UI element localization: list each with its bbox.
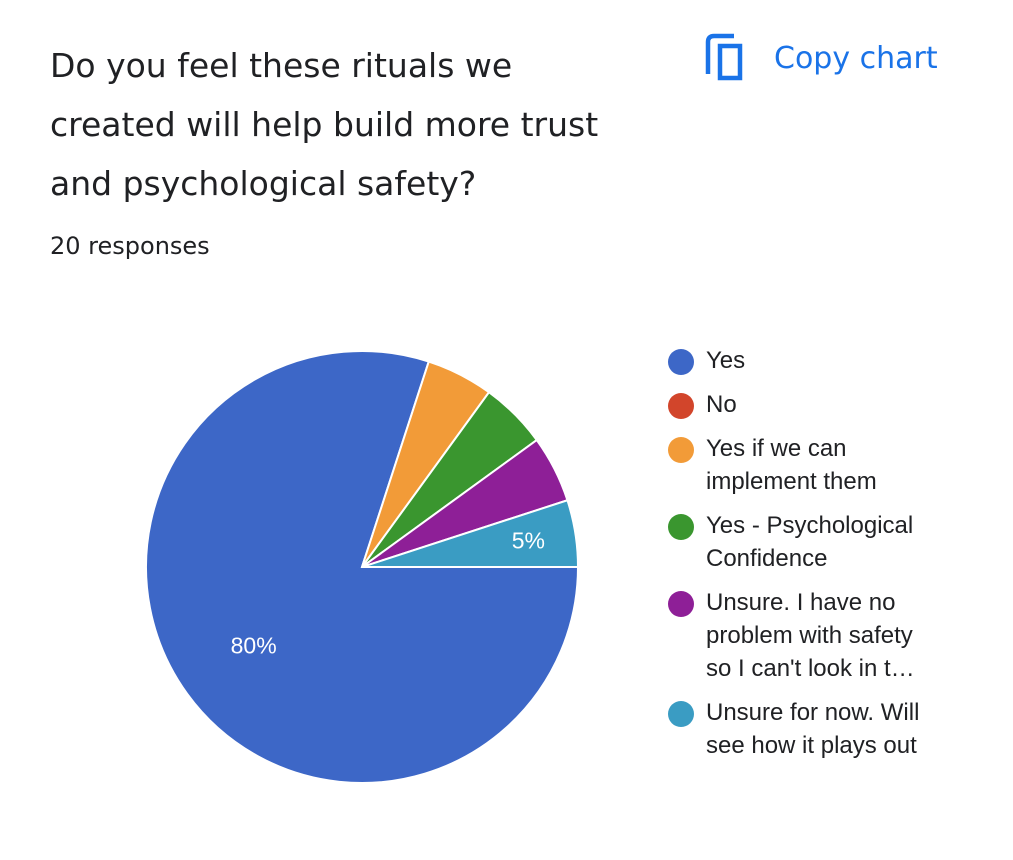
legend-swatch-icon <box>668 701 694 727</box>
legend-label-line: Confidence <box>706 545 828 572</box>
legend-label-line: see how it plays out <box>706 732 917 759</box>
legend-item-1[interactable]: Yes <box>668 344 998 377</box>
legend-swatch-icon <box>668 591 694 617</box>
legend-label: Yes - Psychological Confidence <box>706 509 913 575</box>
legend-label-line: Unsure for now. Will <box>706 699 920 726</box>
legend-item-2[interactable]: No <box>668 388 998 421</box>
question-title: Do you feel these rituals we created wil… <box>50 36 650 213</box>
response-count: 20 responses <box>50 232 210 260</box>
legend-label: Unsure. I have no problem with safety so I… <box>706 586 915 685</box>
legend-item-5[interactable]: Unsure. I have no problem with safety so I… <box>668 586 998 685</box>
pie-slice-6[interactable] <box>361 498 580 568</box>
legend-label-line: Yes - Psychological <box>706 512 914 539</box>
legend-swatch-icon <box>668 393 694 419</box>
copy-chart-button[interactable]: Copy chart <box>700 32 938 84</box>
legend-label-line: No <box>706 391 737 418</box>
legend-label-line: Yes if we can <box>706 435 847 462</box>
legend-label-line: Unsure. I have no <box>706 589 896 616</box>
question-title-line-2: created will help build more trust <box>50 105 599 144</box>
question-title-line-3: and psychological safety? <box>50 164 477 203</box>
copy-chart-label: Copy chart <box>774 40 938 76</box>
question-title-line-1: Do you feel these rituals we <box>50 46 513 85</box>
legend-label: Unsure for now. Will see how it plays out <box>706 696 919 762</box>
legend-label: Yes if we can implement them <box>706 432 877 498</box>
legend-label-line: problem with safety <box>706 622 913 649</box>
legend-label-line: Yes <box>706 347 746 374</box>
legend-item-4[interactable]: Yes - Psychological Confidence <box>668 509 998 575</box>
legend-item-3[interactable]: Yes if we can implement them <box>668 432 998 498</box>
legend-label: No <box>706 388 737 421</box>
legend-label-line: so I can't look in t… <box>706 655 915 682</box>
legend-label: Yes <box>706 344 745 377</box>
legend-item-6[interactable]: Unsure for now. Will see how it plays out <box>668 696 998 762</box>
legend-label-line: implement them <box>706 468 877 495</box>
legend-swatch-icon <box>668 514 694 540</box>
legend-swatch-icon <box>668 437 694 463</box>
copy-icon <box>700 32 748 84</box>
legend-swatch-icon <box>668 349 694 375</box>
chart-legend: Yes No Yes if we can implement them Yes - Ps… <box>668 344 998 773</box>
